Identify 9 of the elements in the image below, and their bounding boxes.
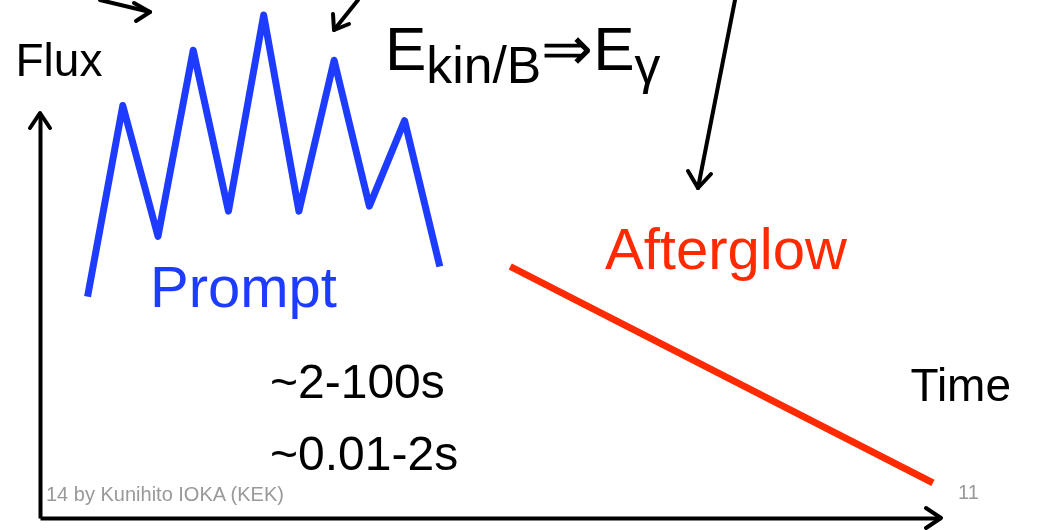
x-axis-title: Time [910,358,1012,411]
series-label: Prompt [150,254,337,319]
y-axis-title: Flux [15,33,103,86]
annotation: ~0.01-2s [270,427,459,480]
annotation: 14 by Kunihito IOKA (KEK) [46,483,284,505]
annotation: ~2-100s [270,355,445,408]
annotation: E$_{kin/B}$⇒E$_{γ}$ [385,14,661,95]
series-label: Afterglow [605,216,847,281]
text: 11 [958,481,979,503]
